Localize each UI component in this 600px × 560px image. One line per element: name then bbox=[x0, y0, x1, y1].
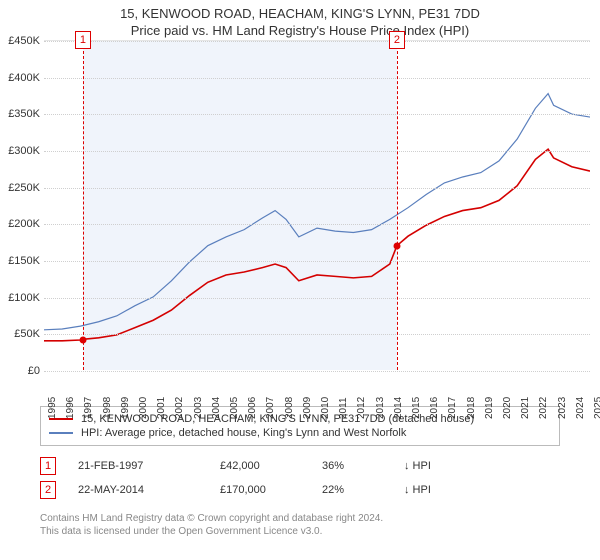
x-tick-label: 2009 bbox=[302, 397, 313, 419]
x-tick-label: 2016 bbox=[429, 397, 440, 419]
event-number: 2 bbox=[40, 481, 56, 499]
x-tick-label: 2017 bbox=[447, 397, 458, 419]
y-tick-label: £450K bbox=[0, 35, 40, 47]
x-tick-label: 2001 bbox=[156, 397, 167, 419]
x-tick-label: 2007 bbox=[265, 397, 276, 419]
x-tick-label: 2019 bbox=[484, 397, 495, 419]
x-tick-label: 2020 bbox=[502, 397, 513, 419]
x-tick-label: 2011 bbox=[338, 397, 349, 419]
y-tick-label: £350K bbox=[0, 108, 40, 120]
y-gridline bbox=[44, 41, 590, 42]
x-tick-label: 2015 bbox=[411, 397, 422, 419]
series-line bbox=[44, 94, 590, 330]
x-tick-label: 2018 bbox=[466, 397, 477, 419]
y-gridline bbox=[44, 298, 590, 299]
y-gridline bbox=[44, 78, 590, 79]
legend: 15, KENWOOD ROAD, HEACHAM, KING'S LYNN, … bbox=[40, 406, 560, 446]
y-tick-label: £50K bbox=[0, 328, 40, 340]
event-badge: 1 bbox=[75, 31, 91, 49]
y-tick-label: £0 bbox=[0, 365, 40, 377]
event-row: 2 22-MAY-2014 £170,000 22% ↓ HPI bbox=[40, 478, 560, 502]
x-tick-label: 2005 bbox=[229, 397, 240, 419]
event-pct: 22% bbox=[322, 484, 382, 496]
x-tick-label: 1997 bbox=[83, 397, 94, 419]
plot-region: £0£50K£100K£150K£200K£250K£300K£350K£400… bbox=[44, 40, 590, 370]
legend-swatch-b bbox=[49, 432, 73, 434]
chart-lines bbox=[44, 41, 590, 370]
y-tick-label: £200K bbox=[0, 218, 40, 230]
event-price: £42,000 bbox=[220, 460, 300, 472]
y-gridline bbox=[44, 188, 590, 189]
events-table: 1 21-FEB-1997 £42,000 36% ↓ HPI 2 22-MAY-2014 £… bbox=[40, 454, 560, 502]
event-row: 1 21-FEB-1997 £42,000 36% ↓ HPI bbox=[40, 454, 560, 478]
y-gridline bbox=[44, 224, 590, 225]
event-date: 21-FEB-1997 bbox=[78, 460, 198, 472]
y-tick-label: £300K bbox=[0, 145, 40, 157]
y-tick-label: £150K bbox=[0, 255, 40, 267]
x-tick-label: 2014 bbox=[393, 397, 404, 419]
chart-title: 15, KENWOOD ROAD, HEACHAM, KING'S LYNN, … bbox=[0, 6, 600, 21]
event-direction: ↓ HPI bbox=[404, 484, 431, 496]
y-gridline bbox=[44, 151, 590, 152]
x-tick-label: 2000 bbox=[138, 397, 149, 419]
x-tick-label: 2022 bbox=[538, 397, 549, 419]
x-tick-label: 2008 bbox=[284, 397, 295, 419]
x-tick-label: 2025 bbox=[593, 397, 600, 419]
x-tick-label: 1996 bbox=[65, 397, 76, 419]
chart-area: £0£50K£100K£150K£200K£250K£300K£350K£400… bbox=[44, 40, 590, 400]
event-marker bbox=[393, 243, 400, 250]
y-gridline bbox=[44, 371, 590, 372]
x-tick-label: 2023 bbox=[557, 397, 568, 419]
event-direction: ↓ HPI bbox=[404, 460, 431, 472]
x-tick-label: 2021 bbox=[520, 397, 531, 419]
event-price: £170,000 bbox=[220, 484, 300, 496]
x-tick-label: 1999 bbox=[120, 397, 131, 419]
event-date: 22-MAY-2014 bbox=[78, 484, 198, 496]
x-tick-label: 2003 bbox=[193, 397, 204, 419]
x-tick-label: 1998 bbox=[102, 397, 113, 419]
footer: Contains HM Land Registry data © Crown c… bbox=[40, 512, 560, 538]
event-pct: 36% bbox=[322, 460, 382, 472]
footer-line-2: This data is licensed under the Open Gov… bbox=[40, 525, 560, 538]
y-tick-label: £100K bbox=[0, 292, 40, 304]
legend-label-b: HPI: Average price, detached house, King… bbox=[81, 427, 406, 439]
event-line bbox=[83, 41, 84, 370]
event-number: 1 bbox=[40, 457, 56, 475]
legend-item-b: HPI: Average price, detached house, King… bbox=[49, 426, 551, 440]
y-tick-label: £400K bbox=[0, 72, 40, 84]
y-gridline bbox=[44, 114, 590, 115]
x-tick-label: 2002 bbox=[174, 397, 185, 419]
y-tick-label: £250K bbox=[0, 182, 40, 194]
x-tick-label: 2012 bbox=[356, 397, 367, 419]
y-gridline bbox=[44, 334, 590, 335]
event-marker bbox=[79, 337, 86, 344]
series-line bbox=[44, 149, 590, 341]
x-tick-label: 2010 bbox=[320, 397, 331, 419]
x-tick-label: 2004 bbox=[211, 397, 222, 419]
footer-line-1: Contains HM Land Registry data © Crown c… bbox=[40, 512, 560, 525]
x-tick-label: 2024 bbox=[575, 397, 586, 419]
x-tick-label: 2006 bbox=[247, 397, 258, 419]
event-badge: 2 bbox=[389, 31, 405, 49]
x-tick-label: 1995 bbox=[47, 397, 58, 419]
y-gridline bbox=[44, 261, 590, 262]
event-line bbox=[397, 41, 398, 370]
x-tick-label: 2013 bbox=[375, 397, 386, 419]
